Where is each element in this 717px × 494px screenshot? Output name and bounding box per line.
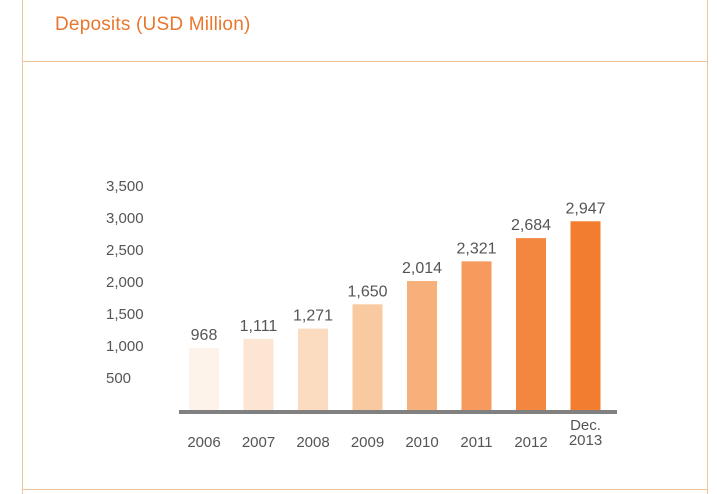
panel-bottom-border: [22, 489, 708, 490]
data-label: 2,321: [456, 240, 496, 257]
chart-panel: [22, 0, 708, 494]
x-tick-label: 2009: [351, 434, 384, 451]
y-tick-label: 3,500: [106, 178, 144, 195]
x-tick-label: 2012: [514, 434, 547, 451]
y-tick-label: 2,500: [106, 242, 144, 259]
x-tick-label: 2011: [460, 434, 492, 451]
data-label: 2,014: [402, 260, 442, 277]
data-label: 968: [191, 327, 218, 344]
data-label: 1,650: [347, 283, 387, 300]
y-tick-label: 3,000: [106, 210, 144, 227]
x-tick-label: 2008: [296, 434, 329, 451]
bar-2008: [298, 328, 328, 410]
data-label: 1,111: [240, 318, 278, 335]
bar-2010: [407, 281, 437, 410]
bar-2011: [461, 261, 492, 410]
data-label: 2,947: [565, 200, 605, 217]
bar-2012: [516, 238, 546, 410]
data-label: 1,271: [293, 308, 333, 325]
x-tick-label: Dec.: [570, 417, 601, 434]
y-tick-label: 2,000: [106, 274, 144, 291]
data-label: 2,684: [511, 217, 551, 234]
y-tick-label: 500: [106, 370, 131, 387]
y-tick-label: 1,000: [106, 338, 144, 355]
x-tick-label: 2006: [187, 434, 220, 451]
y-tick-label: 1,500: [106, 306, 144, 323]
title-bar: Deposits (USD Million): [22, 0, 708, 62]
bar-2009: [352, 304, 383, 410]
x-tick-label: 2010: [405, 434, 438, 451]
chart-title: Deposits (USD Million): [55, 14, 251, 35]
x-axis-baseline: [179, 410, 617, 414]
bar-dec-2013: [570, 221, 601, 410]
bar-2006: [189, 348, 219, 410]
x-tick-label: 2007: [242, 434, 275, 451]
bar-2007: [243, 338, 274, 410]
x-tick-label: 2013: [569, 432, 602, 449]
